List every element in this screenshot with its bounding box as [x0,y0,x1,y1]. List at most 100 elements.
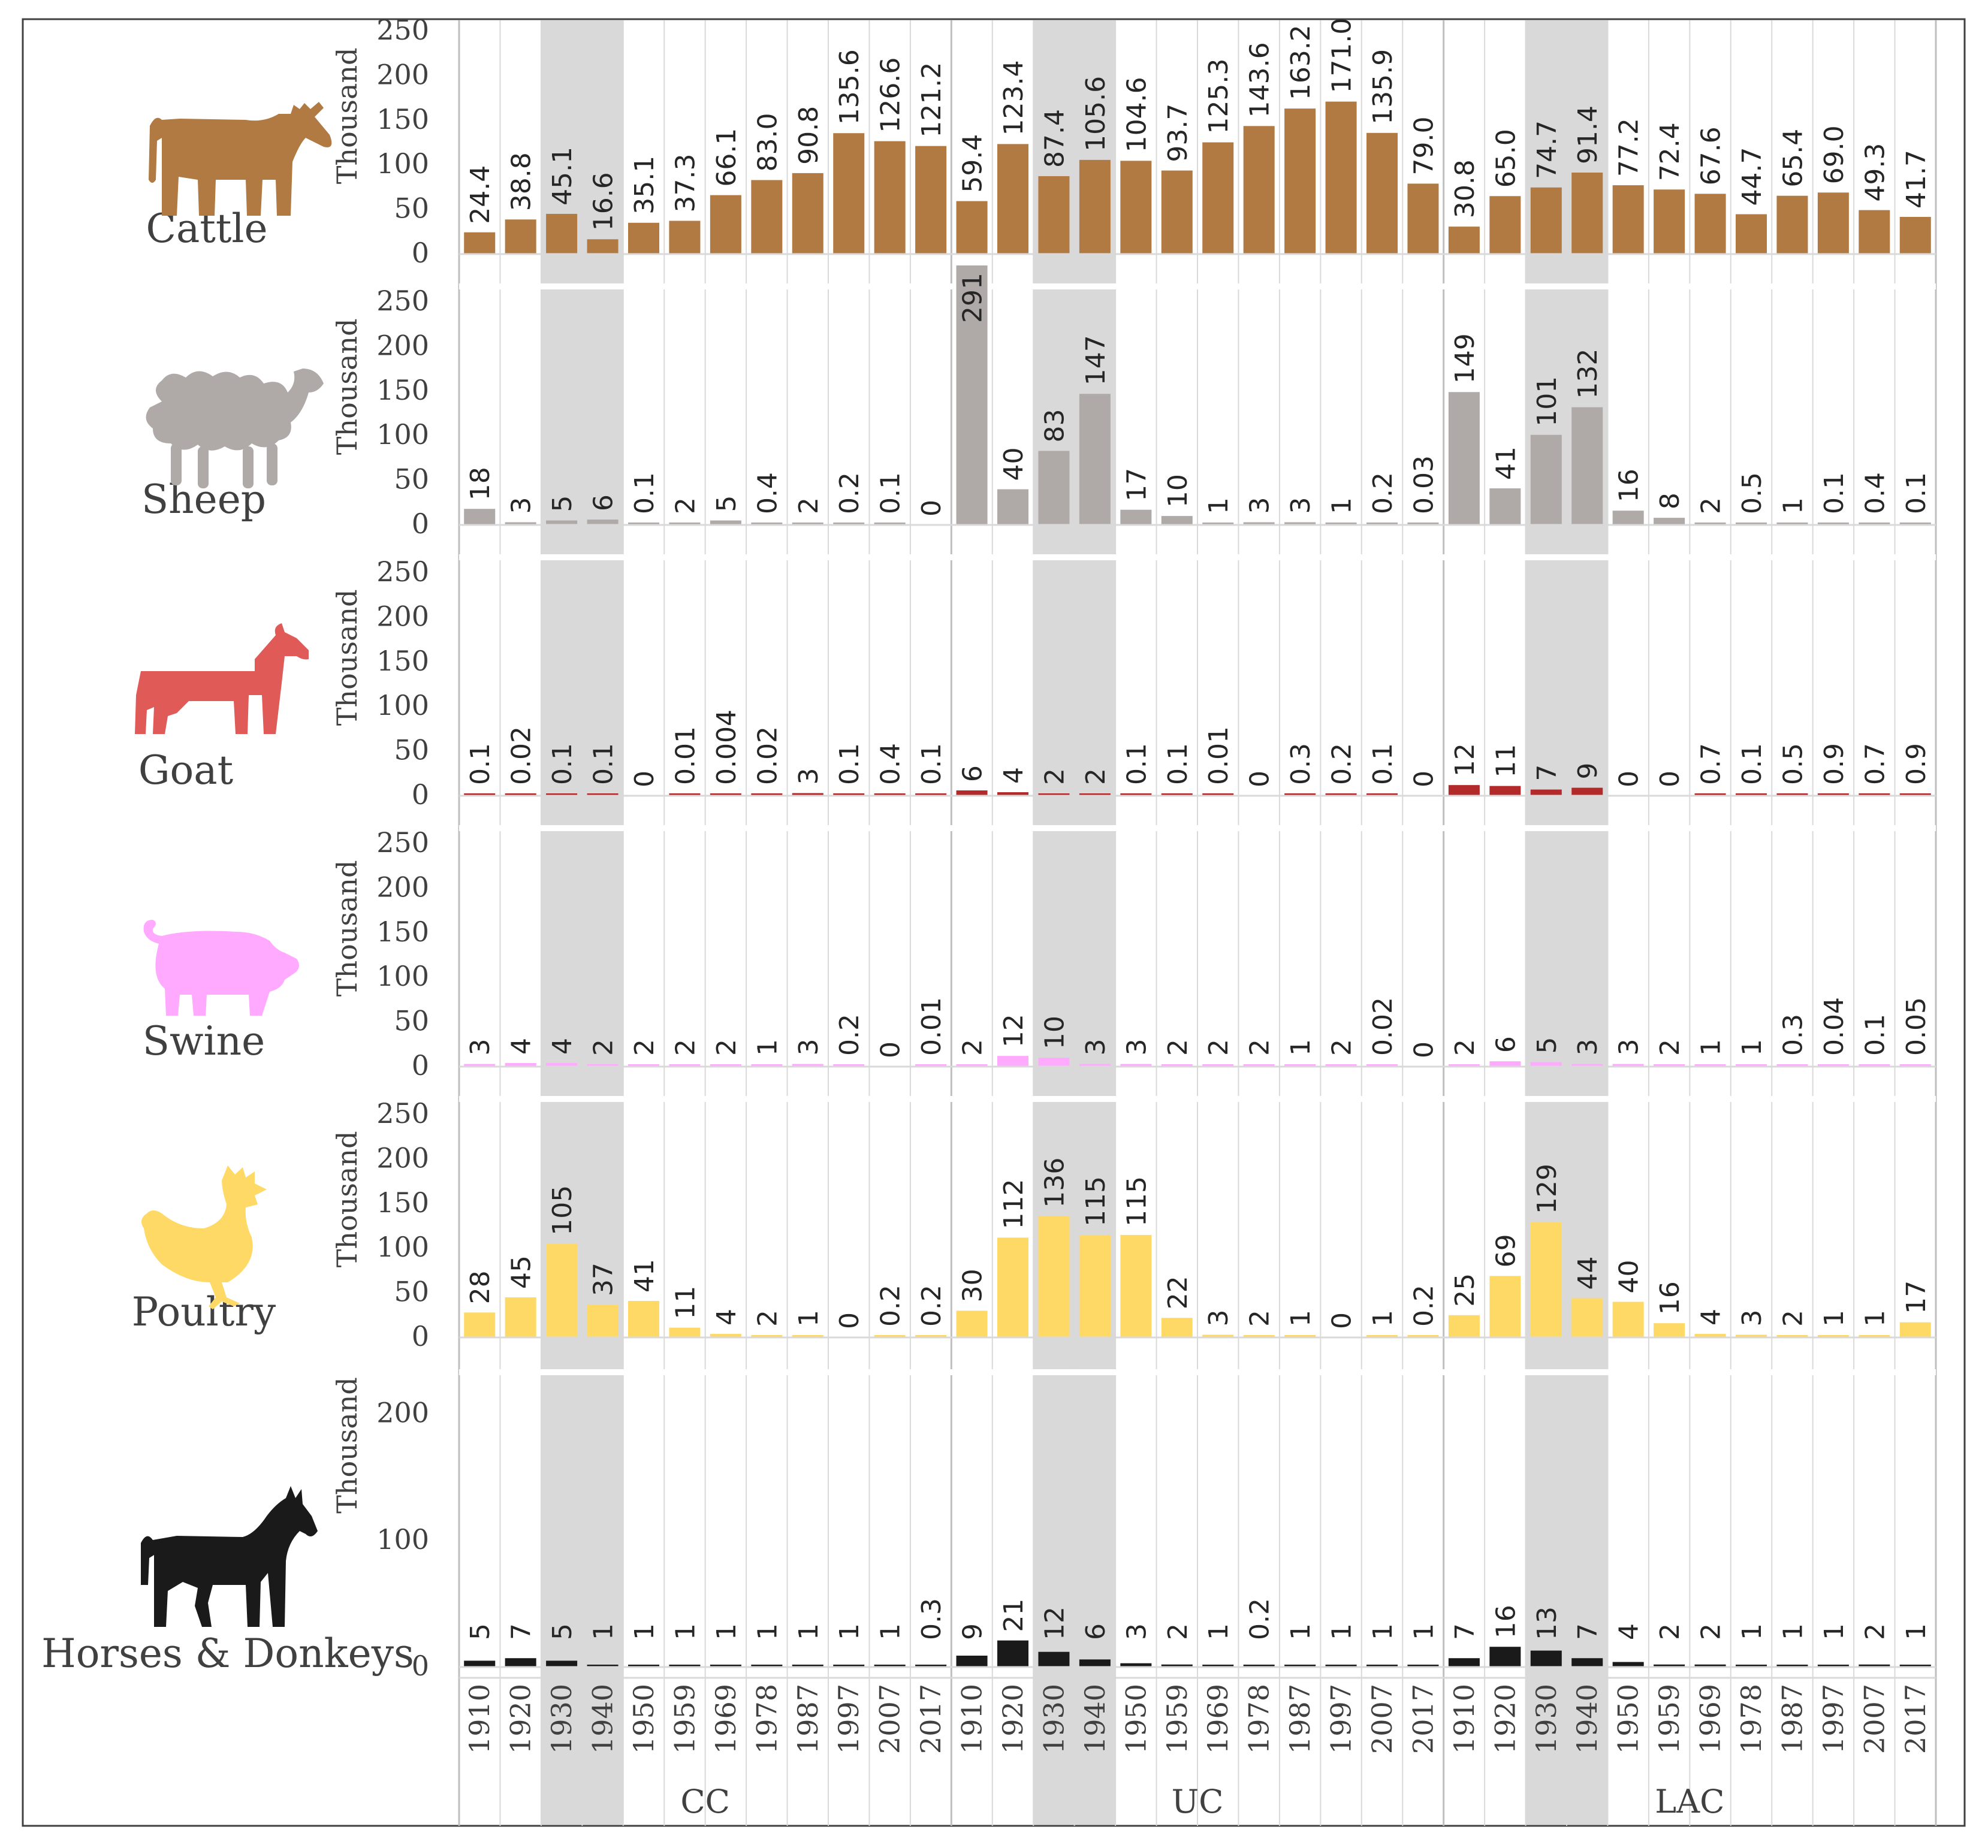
bar-swine-UC-1987 [1284,1064,1316,1067]
value-label-swine: 1 [752,1039,783,1056]
bar-poultry-LAC-1920 [1489,1276,1521,1337]
value-label-goat: 0 [1408,771,1439,787]
value-label-swine: 3 [465,1039,496,1056]
value-label-sheep: 0.2 [834,472,865,514]
bar-cattle-CC-1940 [587,239,619,254]
bar-poultry-UC-1950 [1120,1234,1152,1337]
bar-goat-UC-1997 [1325,793,1357,796]
value-label-goat: 0.4 [876,743,906,785]
value-label-horses: 0.3 [916,1598,947,1640]
value-label-swine: 0.3 [1778,1014,1808,1056]
bar-poultry-LAC-1940 [1571,1298,1603,1337]
value-label-goat: 0 [1245,771,1275,787]
y-tick-label-poultry: 100 [376,1231,429,1263]
bar-horses-LAC-1940 [1571,1658,1603,1667]
value-label-sheep: 6 [589,494,619,511]
bar-poultry-CC-2007 [874,1335,906,1337]
bar-horses-UC-1987 [1284,1665,1316,1667]
bar-swine-CC-2017 [915,1064,947,1067]
value-label-sheep: 101 [1532,376,1562,427]
bar-cattle-UC-1930 [1038,176,1070,254]
bar-goat-CC-2017 [915,793,947,796]
bar-poultry-UC-1910 [956,1310,988,1337]
bar-swine-UC-1959 [1161,1064,1193,1067]
bar-sheep-LAC-1987 [1776,523,1808,525]
value-label-goat: 6 [958,765,988,782]
year-tick-label: 1987 [792,1684,824,1754]
value-label-goat: 0.1 [1163,743,1193,785]
bar-horses-CC-1910 [464,1660,496,1667]
value-label-cattle: 65.4 [1778,129,1808,188]
value-label-poultry: 0.2 [1408,1285,1439,1327]
value-label-swine: 12 [998,1014,1029,1047]
bar-swine-LAC-1940 [1571,1064,1603,1067]
value-label-cattle: 24.4 [465,165,496,224]
bar-sheep-UC-1969 [1202,523,1234,525]
bar-sheep-CC-1997 [833,523,865,525]
bar-cattle-CC-1959 [669,221,701,254]
value-label-goat: 0 [1655,771,1685,787]
bar-swine-CC-1940 [587,1064,619,1067]
value-label-poultry: 28 [465,1270,496,1304]
value-label-swine: 3 [1573,1039,1603,1056]
bar-sheep-LAC-1959 [1654,518,1685,525]
value-label-horses: 4 [1614,1623,1645,1640]
bar-cattle-LAC-1930 [1530,187,1562,254]
bar-horses-CC-1959 [669,1665,701,1667]
bar-sheep-LAC-1930 [1530,434,1562,525]
bar-swine-CC-1978 [751,1064,783,1067]
bar-swine-LAC-1910 [1448,1064,1480,1067]
bar-cattle-UC-1940 [1079,159,1111,254]
bar-sheep-CC-1930 [546,520,578,525]
group-label-LAC: LAC [1655,1783,1724,1820]
bar-goat-CC-1959 [669,793,701,796]
value-label-sheep: 16 [1614,469,1645,502]
bar-cattle-CC-1997 [833,133,865,254]
value-label-goat: 11 [1491,744,1521,778]
bar-swine-CC-1930 [546,1063,578,1067]
value-label-sheep: 0.1 [1819,472,1850,514]
y-tick-label-poultry: 250 [376,1097,429,1130]
bar-cattle-UC-2007 [1366,132,1398,254]
bar-sheep-LAC-1940 [1571,407,1603,525]
value-label-swine: 4 [547,1038,578,1055]
value-label-poultry: 37 [589,1263,619,1296]
bar-sheep-CC-1969 [710,520,741,525]
value-label-poultry: 0.2 [876,1285,906,1327]
value-label-swine: 2 [589,1039,619,1056]
bar-sheep-UC-1950 [1120,509,1152,525]
year-tick-label: 1959 [668,1684,701,1754]
value-label-sheep: 3 [506,497,537,514]
value-label-horses: 7 [1450,1623,1480,1640]
value-label-cattle: 171.0 [1327,18,1357,93]
value-label-goat: 3 [794,768,824,785]
bar-sheep-UC-1930 [1038,451,1070,525]
bar-cattle-LAC-1950 [1612,185,1644,254]
value-label-poultry: 3 [1203,1310,1234,1327]
y-axis-title-swine: Thousand [331,860,363,997]
value-label-poultry: 4 [1696,1309,1727,1325]
bar-swine-UC-1997 [1325,1064,1357,1067]
value-label-cattle: 87.4 [1039,109,1070,168]
bar-horses-UC-1910 [956,1655,988,1667]
bar-poultry-LAC-1930 [1530,1222,1562,1337]
year-tick-label: 2007 [874,1684,906,1754]
bar-poultry-CC-1987 [792,1335,823,1337]
bar-swine-LAC-2017 [1899,1064,1931,1067]
value-label-poultry: 44 [1573,1257,1603,1290]
y-axis-title-horses: Thousand [331,1377,363,1514]
y-tick-label-poultry: 200 [376,1142,429,1174]
y-tick-label-goat: 200 [376,600,429,632]
year-tick-label: 1978 [750,1684,783,1754]
value-label-cattle: 77.2 [1614,118,1645,177]
value-label-goat: 0.1 [1368,743,1398,785]
value-label-horses: 13 [1532,1607,1562,1640]
value-label-poultry: 1 [1286,1310,1316,1327]
bar-goat-UC-2007 [1366,793,1398,796]
bar-swine-UC-1978 [1243,1064,1275,1067]
bar-cattle-CC-1910 [464,232,496,254]
y-tick-label-goat: 0 [412,778,429,811]
value-label-goat: 2 [1081,768,1111,785]
value-label-swine: 2 [1327,1039,1357,1056]
